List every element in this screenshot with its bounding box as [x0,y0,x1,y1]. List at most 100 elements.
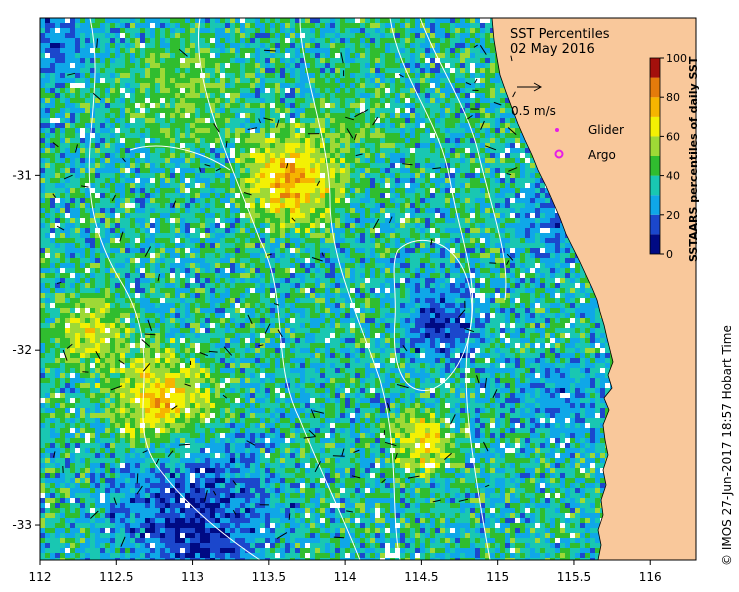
current-arrow [118,359,125,365]
current-arrow [246,440,256,446]
lon-tick-label: 114.5 [404,570,438,584]
current-arrow [346,510,353,513]
current-arrow [273,303,280,306]
current-arrow [144,333,156,336]
current-arrow [53,451,56,458]
colorbar-bin [650,77,660,98]
current-arrow [136,485,143,495]
current-arrow [222,394,228,399]
current-arrow [243,192,252,196]
colorbar-bin [650,116,660,137]
current-arrow [63,174,73,180]
current-arrow [223,346,233,356]
current-arrow [247,127,258,130]
current-arrow [313,410,325,414]
current-arrow [208,350,218,353]
current-arrow [264,323,271,334]
lon-tick-label: 115 [486,570,509,584]
scale-arrow-icon [533,82,543,92]
current-arrow [396,384,409,389]
current-arrow [199,167,201,172]
current-arrow [142,450,148,454]
current-arrow [167,450,174,458]
current-arrow [394,452,398,460]
current-arrow [353,133,357,141]
current-arrow [464,327,475,333]
map-panel [39,17,697,561]
current-arrow [355,153,363,157]
current-arrow [474,78,478,84]
colorbar-tick-label: 20 [666,209,680,222]
colorbar-tick-label: 80 [666,91,680,104]
current-arrow [263,117,274,121]
current-arrow [506,253,514,261]
current-arrow [479,45,487,55]
latitude-axis: -31 -32 -33 [12,168,40,532]
credit-line: © IMOS 27-Jun-2017 18:57 Hobart Time [720,325,734,566]
bathymetry-contours [88,18,507,560]
current-arrow [204,490,208,502]
current-arrow [286,162,289,169]
current-arrow [484,377,487,389]
current-arrow [204,164,211,167]
current-arrow [310,409,316,419]
current-arrow [142,363,151,372]
colorbar: 0 20 40 60 80 100 SSTAARS percentiles of dail… [649,52,700,262]
current-arrow [178,48,188,57]
current-arrow [212,490,217,496]
current-arrow [483,441,489,452]
current-arrow [473,44,478,48]
current-arrow [56,225,65,231]
current-arrow [81,185,89,188]
current-arrow [113,497,117,505]
current-arrow [157,273,160,282]
current-arrow [407,475,420,479]
current-arrow [147,319,153,331]
current-arrow [510,55,513,62]
colorbar-bin [650,58,660,78]
glider-marker-icon [555,128,559,132]
velocity-scale: 0.5 m/s [511,82,556,118]
current-arrow [119,231,124,242]
current-arrow [346,128,354,139]
argo-legend-label: Argo [588,148,616,162]
lat-tick-label: -33 [12,518,32,532]
current-arrow [155,458,160,465]
lat-tick-label: -32 [12,343,32,357]
current-arrow [493,101,502,106]
lon-tick-label: 113 [181,570,204,584]
lon-tick-label: 115.5 [557,570,591,584]
current-arrow [141,339,151,347]
colorbar-tick-label: 60 [666,130,680,143]
colorbar-bin [650,195,660,215]
current-arrow [74,144,78,153]
current-arrow [458,498,469,502]
current-arrow [388,216,393,224]
current-arrow [340,52,344,64]
colorbar-tick-label: 40 [666,170,680,183]
lon-tick-label: 112.5 [99,570,133,584]
current-arrow [466,114,473,120]
argo-marker-icon [554,149,564,159]
current-arrow [485,484,490,488]
current-arrow [402,345,408,352]
current-arrow [66,343,73,349]
current-arrow [171,405,178,411]
current-arrow [291,217,296,222]
glider-legend-label: Glider [588,123,624,137]
current-arrow [485,145,497,151]
current-arrow [225,140,228,148]
current-arrow [314,461,322,473]
land-mass [491,18,696,560]
current-arrow [67,72,76,76]
colorbar-tick-label: 100 [666,52,687,65]
lon-tick-label: 112 [29,570,52,584]
current-arrow [184,383,192,387]
current-arrow [333,536,345,539]
current-arrow [215,168,221,172]
current-arrow [303,436,316,439]
current-arrow [232,480,237,486]
current-arrow [508,167,518,172]
argo-legend: Argo [554,148,616,162]
